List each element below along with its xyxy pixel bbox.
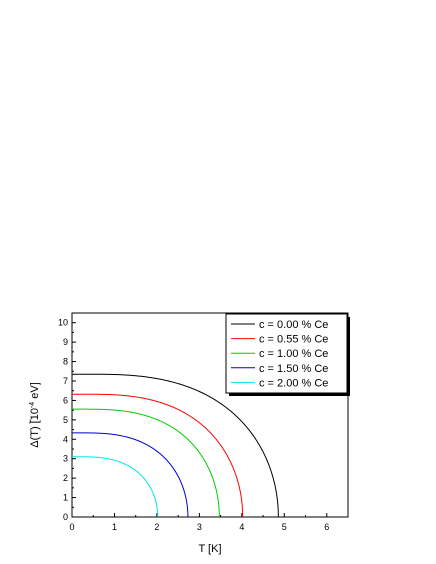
legend-label-4: c = 2.00 % Ce [259, 377, 328, 389]
y-tick-label-4: 4 [63, 434, 68, 444]
x-axis-ticks: 0 1 2 3 4 5 6 [69, 513, 329, 532]
x-tick-label-2: 2 [154, 522, 159, 532]
x-tick-label-3: 3 [197, 522, 202, 532]
y-tick-label-5: 5 [63, 415, 68, 425]
series-line-0 [72, 373, 279, 517]
y-axis-label-unit: eV] [29, 382, 41, 402]
y-tick-label-0: 0 [63, 512, 68, 522]
y-tick-label-2: 2 [63, 473, 68, 483]
legend-label-3: c = 1.50 % Ce [259, 363, 328, 375]
y-axis-label-group: Δ(T) [10-4 eV] [29, 382, 41, 448]
series-line-2 [72, 408, 220, 517]
y-tick-label-7: 7 [63, 376, 68, 386]
x-tick-label-5: 5 [282, 522, 287, 532]
x-tick-label-0: 0 [69, 522, 74, 532]
series-line-1 [72, 393, 244, 518]
x-tick-label-6: 6 [324, 522, 329, 532]
x-tick-label-4: 4 [239, 522, 244, 532]
y-tick-label-10: 10 [58, 318, 68, 328]
y-axis-label: Δ(T) [10-4 eV] [29, 382, 41, 448]
legend-label-0: c = 0.00 % Ce [259, 319, 328, 331]
y-tick-label-8: 8 [63, 357, 68, 367]
series-line-3 [72, 432, 189, 517]
x-tick-label-1: 1 [112, 522, 117, 532]
y-axis-ticks: 0 1 2 3 4 5 6 7 8 9 10 [58, 312, 76, 522]
x-axis-label: T [K] [198, 543, 221, 555]
y-axis-label-exponent: -4 [29, 402, 36, 408]
y-tick-label-3: 3 [63, 454, 68, 464]
legend: c = 0.00 % Ce c = 0.55 % Ce c = 1.00 % Ce c… [225, 313, 350, 396]
y-tick-label-1: 1 [63, 493, 68, 503]
legend-label-2: c = 1.00 % Ce [259, 348, 328, 360]
plot-frame [71, 312, 349, 518]
y-tick-label-9: 9 [63, 337, 68, 347]
legend-label-1: c = 0.55 % Ce [259, 334, 328, 346]
y-axis-label-tilde: ~ [25, 419, 35, 424]
series-curves [72, 373, 348, 518]
y-axis-label-base: Δ(T) [10 [29, 408, 41, 448]
series-line-4 [72, 456, 159, 517]
y-tick-label-6: 6 [63, 395, 68, 405]
